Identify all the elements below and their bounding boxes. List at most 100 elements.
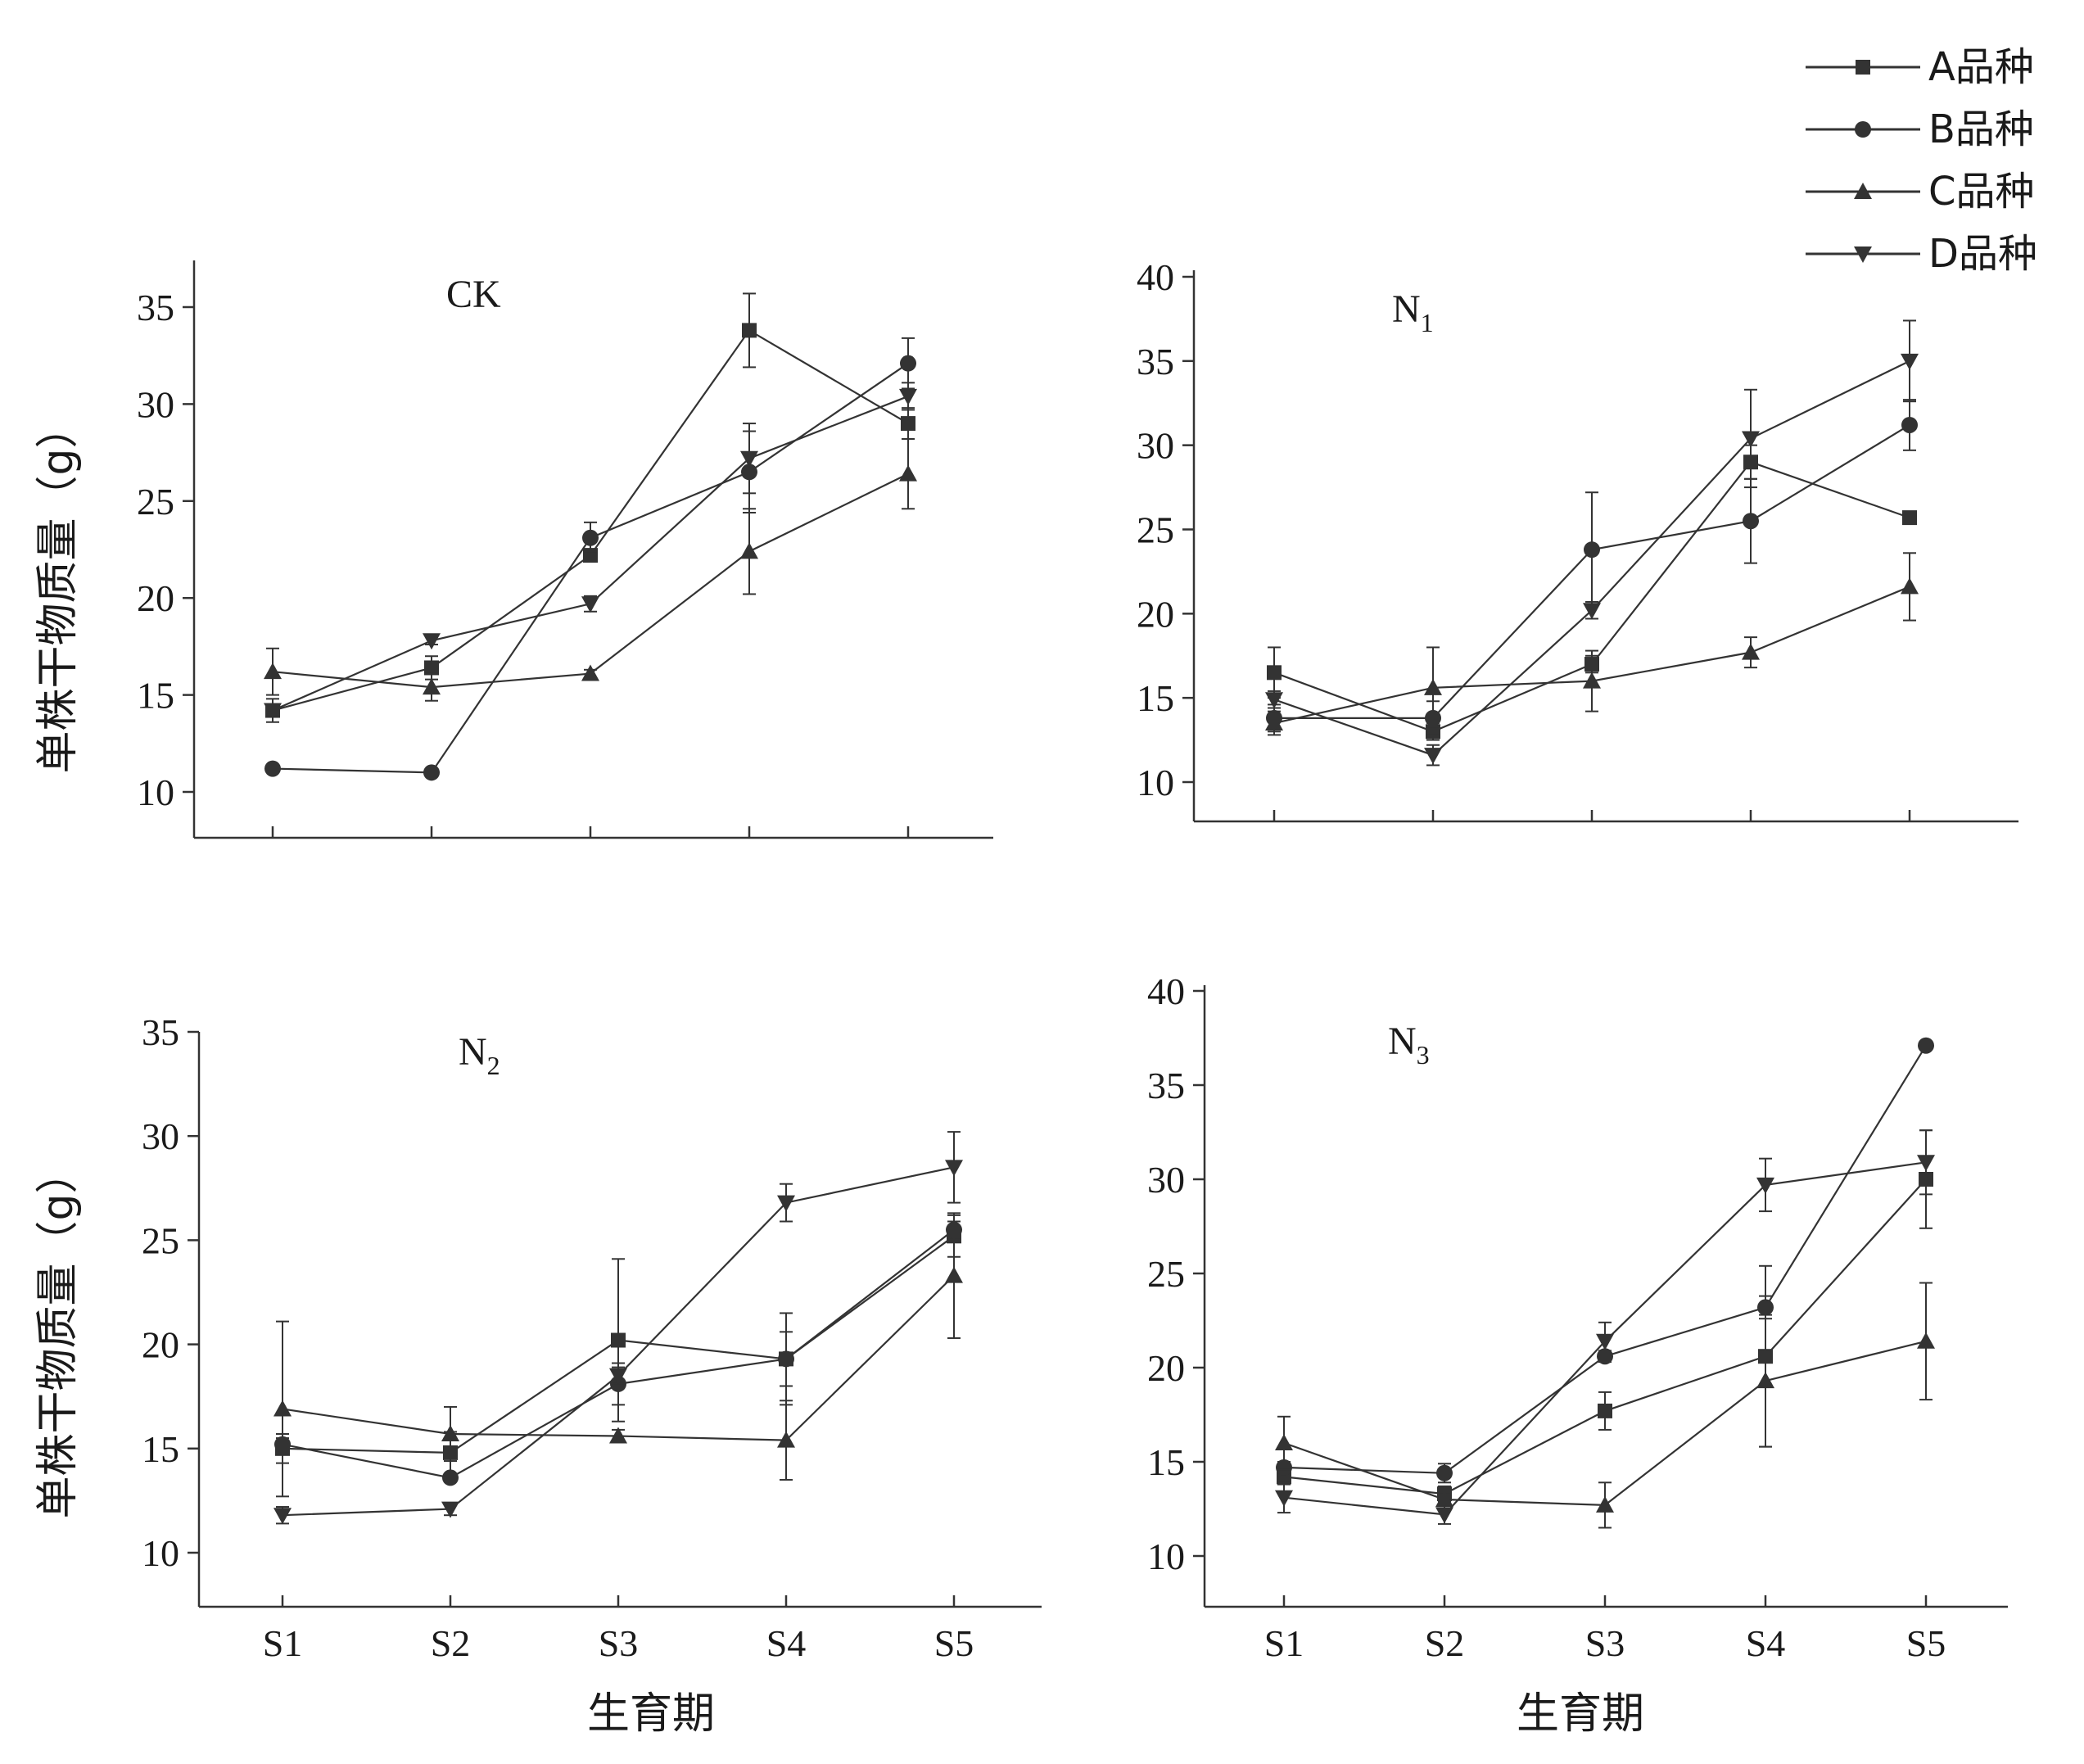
data-point — [1742, 643, 1760, 660]
data-point — [1742, 431, 1760, 448]
legend-label-d: D品种 — [1928, 231, 2037, 277]
data-point — [1757, 1299, 1774, 1316]
data-point — [273, 1400, 292, 1417]
x-tick-label: S2 — [431, 1622, 471, 1664]
x-axis-label-left: 生育期 — [587, 1689, 715, 1739]
legend-entry-b: B品种 — [1806, 106, 2034, 152]
series-d — [264, 382, 917, 720]
x-tick-label: S3 — [1585, 1622, 1625, 1664]
data-point — [611, 1332, 626, 1348]
x-tick-label: S4 — [766, 1622, 807, 1664]
panel-n2: 10 15 20 25 30 35 S1 S2 S3 S4 S5 N2 — [142, 1011, 1042, 1664]
legend-marker-triangle-down — [1854, 247, 1872, 263]
data-point — [442, 1469, 459, 1486]
legend-label-c: C品种 — [1928, 169, 2035, 215]
series-c — [273, 1212, 963, 1498]
legend: A品种 B品种 C品种 D品种 — [1806, 44, 2037, 277]
data-point — [1435, 1507, 1453, 1524]
legend-entry-d: D品种 — [1806, 231, 2037, 277]
data-point — [1902, 510, 1917, 526]
series-a — [1277, 1129, 1933, 1503]
data-point — [1275, 1434, 1293, 1450]
data-point — [441, 1424, 459, 1441]
y-tick-label: 30 — [1147, 1159, 1185, 1201]
data-point — [264, 663, 282, 680]
data-point — [1583, 603, 1601, 620]
y-tick-label: 35 — [142, 1011, 179, 1053]
y-tick-label: 35 — [1147, 1065, 1185, 1106]
data-point — [1917, 1332, 1935, 1349]
data-point — [582, 529, 599, 546]
series-d — [1275, 1129, 1935, 1525]
y-tick-label: 30 — [142, 1115, 179, 1157]
data-point — [945, 1266, 963, 1283]
panel-title-subscript: 3 — [1417, 1040, 1430, 1070]
data-point — [945, 1160, 963, 1177]
y-tick-label: 40 — [1147, 970, 1185, 1012]
x-tick-label: S5 — [934, 1622, 974, 1664]
data-point — [581, 596, 599, 613]
y-tick-label: 25 — [142, 1219, 179, 1261]
legend-marker-circle — [1855, 121, 1871, 138]
y-tick-label: 10 — [1147, 1536, 1185, 1577]
data-point — [1435, 1490, 1453, 1507]
y-tick-label: 30 — [137, 383, 174, 425]
legend-marker-square — [1856, 60, 1870, 75]
data-point — [581, 664, 599, 681]
data-point — [1424, 678, 1442, 695]
data-point — [583, 548, 598, 563]
legend-label-a: A品种 — [1928, 44, 2034, 90]
x-tick-label: S3 — [599, 1622, 639, 1664]
data-point — [1756, 1177, 1774, 1194]
data-point — [777, 1431, 795, 1448]
data-point — [264, 760, 281, 777]
data-point — [609, 1368, 627, 1385]
data-point — [1583, 672, 1601, 689]
data-point — [1267, 665, 1282, 681]
data-point — [441, 1501, 459, 1518]
data-point — [1436, 1464, 1453, 1481]
y-tick-label: 35 — [137, 287, 174, 328]
data-point — [1901, 353, 1919, 370]
panel-title: N2 — [459, 1030, 500, 1080]
data-point — [1424, 748, 1442, 765]
y-tick-label: 20 — [1147, 1347, 1185, 1389]
data-point — [1596, 1495, 1614, 1513]
data-point — [1584, 541, 1600, 559]
data-point — [1756, 1372, 1774, 1389]
data-point — [740, 542, 758, 559]
series-c — [1265, 552, 1919, 736]
y-tick-label: 20 — [142, 1324, 179, 1366]
panel-title: CK — [446, 273, 501, 316]
y-tick-label: 15 — [142, 1428, 179, 1470]
series-d — [1265, 319, 1919, 767]
series-line — [272, 473, 909, 689]
data-point — [900, 355, 916, 372]
data-point — [1275, 1490, 1293, 1507]
series-d — [273, 1131, 963, 1525]
x-axis-label-right: 生育期 — [1517, 1689, 1644, 1739]
data-point — [1596, 1333, 1614, 1350]
y-tick-label: 10 — [1137, 762, 1174, 803]
y-axis-label-top: 单株干物质量（g） — [34, 405, 83, 773]
y-tick-label: 15 — [137, 675, 174, 717]
panel-title-subscript: 2 — [487, 1051, 500, 1080]
y-tick-label: 15 — [1147, 1441, 1185, 1483]
panel-n1: 10 15 20 25 30 35 40 N1 — [1137, 256, 2018, 823]
panel-ck: 10 15 20 25 30 35 CK — [137, 260, 993, 839]
data-point — [1918, 1037, 1934, 1054]
legend-entry-c: C品种 — [1806, 169, 2035, 215]
data-point — [901, 416, 915, 432]
x-tick-label: S1 — [263, 1622, 303, 1664]
data-point — [740, 450, 758, 468]
data-point — [899, 388, 917, 405]
data-point — [742, 323, 757, 338]
data-point — [264, 703, 282, 720]
series-c — [1275, 1282, 1935, 1529]
y-tick-label: 30 — [1137, 425, 1174, 467]
series-c — [264, 438, 917, 702]
data-point — [1598, 1403, 1612, 1418]
data-point — [1901, 416, 1918, 433]
legend-entry-a: A品种 — [1806, 44, 2034, 90]
data-point — [778, 1350, 794, 1368]
